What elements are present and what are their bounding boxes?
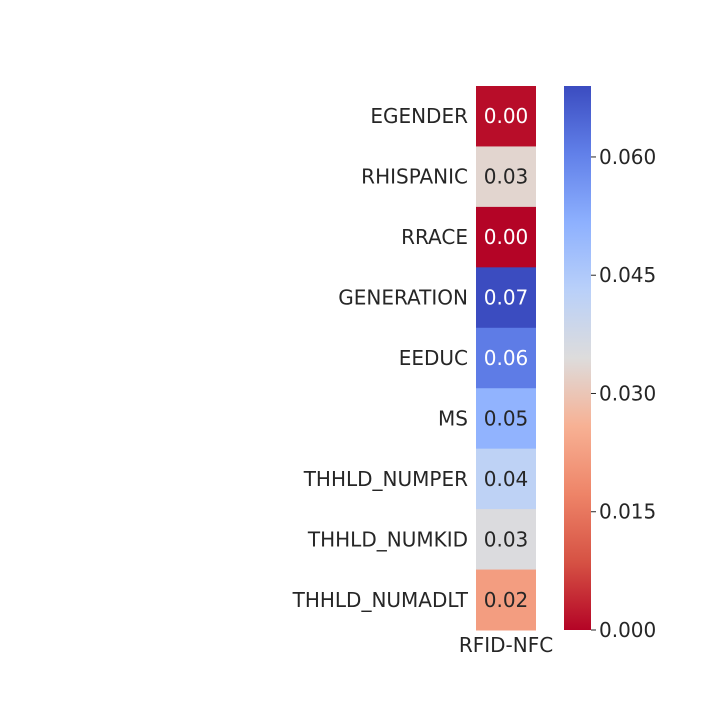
cell-annotation-generation: 0.07	[484, 286, 529, 310]
heatmap-cell-egender	[476, 86, 536, 147]
row-label-generation: GENERATION	[338, 286, 468, 310]
cell-annotation-eeduc: 0.06	[484, 346, 529, 370]
row-label-thhld-numadlt: THHLD_NUMADLT	[292, 588, 469, 612]
cell-annotation-thhld-numadlt: 0.02	[484, 588, 529, 612]
row-label-rrace: RRACE	[401, 225, 468, 249]
row-label-rhispanic: RHISPANIC	[361, 165, 468, 189]
heatmap-cell-eeduc	[476, 327, 536, 389]
colorbar-tick-label: 0.000	[599, 618, 656, 642]
heatmap-cell-thhld-numadlt	[476, 569, 536, 631]
row-label-eeduc: EEDUC	[399, 346, 468, 370]
heatmap-cell-thhld-numper	[476, 448, 536, 510]
cell-annotation-rrace: 0.00	[484, 225, 529, 249]
cell-annotation-thhld-numper: 0.04	[484, 467, 529, 491]
heatmap-cell-generation	[476, 267, 536, 329]
colorbar-ticks: 0.000 0.015 0.030 0.045 0.060	[591, 145, 656, 642]
row-label-ms: MS	[438, 406, 468, 430]
heatmap-cells: 0.00 0.03 0.00 0.07 0.06 0.05 0.04 0.03 0.02	[476, 86, 536, 631]
cell-annotation-thhld-numkid: 0.03	[484, 527, 529, 551]
heatmap-cell-thhld-numkid	[476, 509, 536, 571]
column-label: RFID-NFC	[459, 633, 553, 657]
colorbar-tick-label: 0.030	[599, 381, 656, 405]
row-labels: EGENDER RHISPANIC RRACE GENERATION EEDUC MS TH…	[292, 104, 469, 612]
heatmap-cell-rrace	[476, 206, 536, 268]
heatmap-cell-ms	[476, 388, 536, 450]
heatmap-cell-rhispanic	[476, 146, 536, 208]
row-label-egender: EGENDER	[370, 104, 468, 128]
colorbar-tick-label: 0.060	[599, 145, 656, 169]
column-labels: RFID-NFC	[459, 633, 553, 657]
cell-annotation-rhispanic: 0.03	[484, 165, 529, 189]
colorbar	[564, 86, 591, 630]
cell-annotation-ms: 0.05	[484, 406, 529, 430]
colorbar-tick-label: 0.045	[599, 263, 656, 287]
row-label-thhld-numper: THHLD_NUMPER	[303, 467, 468, 491]
colorbar-tick-label: 0.015	[599, 500, 656, 524]
row-label-thhld-numkid: THHLD_NUMKID	[307, 527, 468, 551]
cell-annotation-egender: 0.00	[484, 104, 529, 128]
